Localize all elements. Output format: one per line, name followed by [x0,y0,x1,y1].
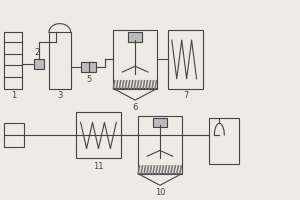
Bar [4,123,24,147]
Text: 3: 3 [57,91,62,100]
Bar [209,118,239,164]
Bar [81,62,97,72]
Bar [49,32,71,89]
Text: 5: 5 [86,75,91,84]
Text: 1: 1 [11,91,16,100]
Bar [34,59,44,69]
Bar [128,32,142,42]
Text: 11: 11 [93,162,104,171]
Text: 6: 6 [133,103,138,112]
Bar [168,30,203,89]
Bar [113,30,157,89]
Bar [138,116,182,174]
Text: 2: 2 [34,48,39,57]
Text: 10: 10 [155,188,165,197]
Bar [153,118,167,127]
Bar [76,112,121,158]
Text: 7: 7 [183,91,188,100]
Bar [4,32,22,89]
